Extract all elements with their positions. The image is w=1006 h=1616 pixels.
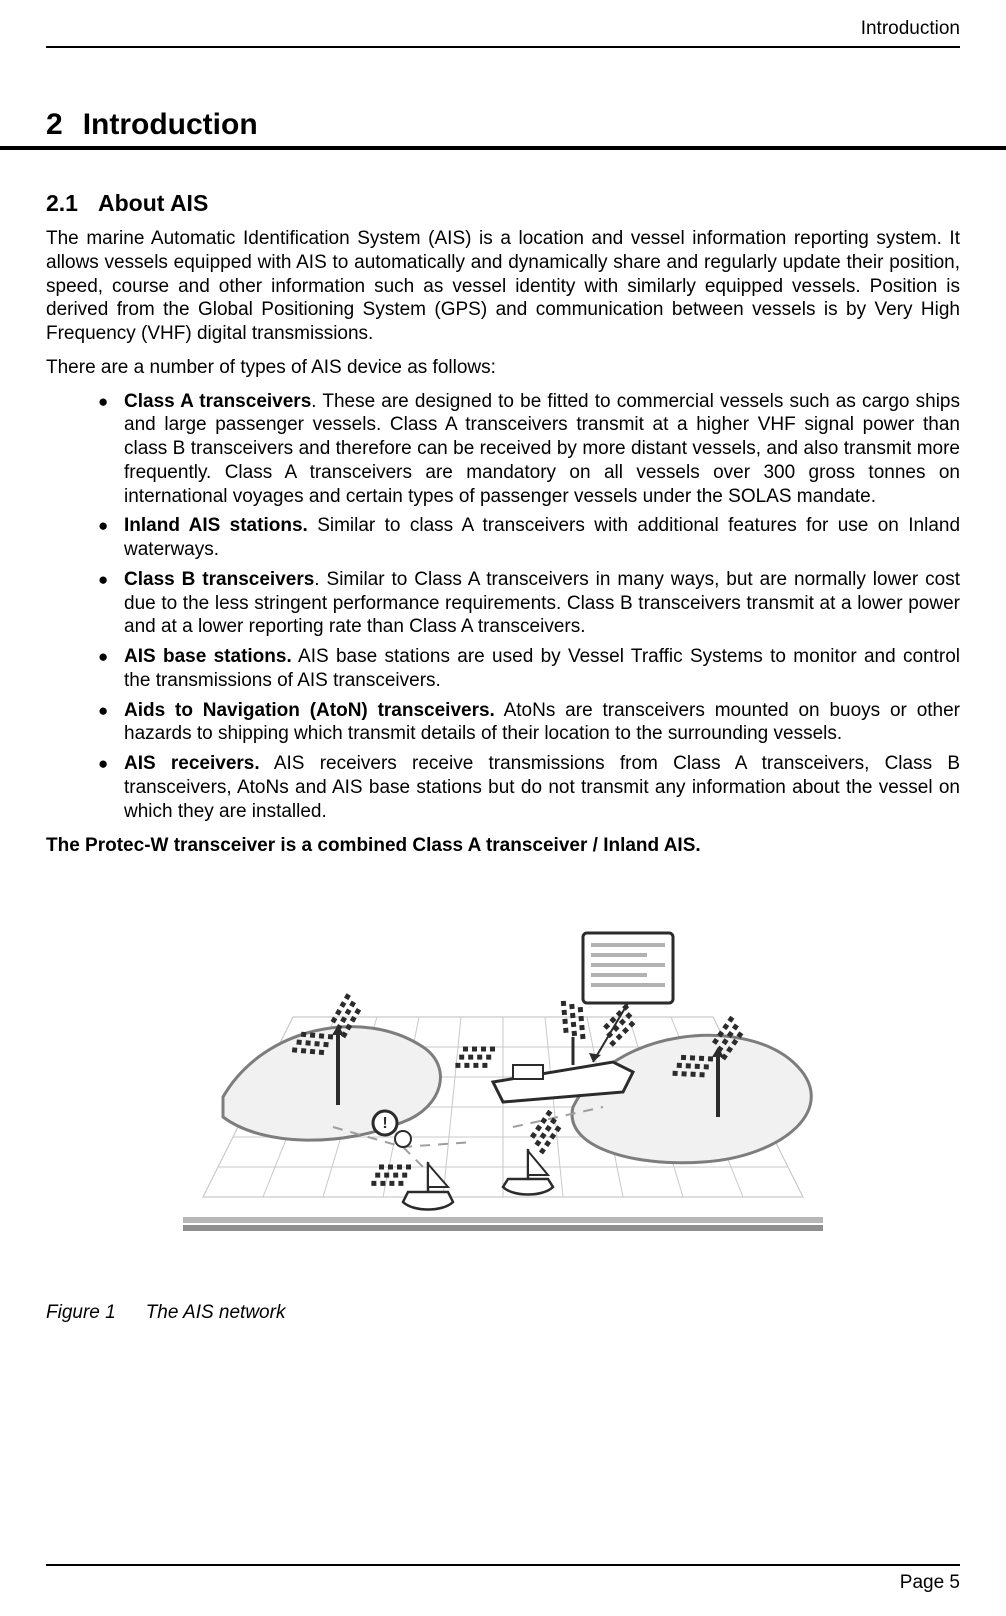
figure-caption: Figure 1 The AIS network [46, 1302, 960, 1324]
list-item: AIS receivers. AIS receivers receive tra… [124, 752, 960, 823]
list-item-bold: Inland AIS stations. [124, 515, 308, 536]
list-item-sep: . [311, 391, 322, 412]
list-item-bold: AIS receivers. [124, 753, 260, 774]
figure-container: ! [46, 887, 960, 1252]
list-item: Class A transceivers. These are designed… [124, 390, 960, 509]
figure-text: The AIS network [146, 1302, 286, 1324]
heading-2: 2.1 About AIS [46, 190, 960, 217]
page-footer: Page 5 [46, 1564, 960, 1594]
svg-text:!: ! [382, 1115, 387, 1132]
figure-label: Figure 1 [46, 1302, 116, 1324]
running-head: Introduction [46, 18, 960, 48]
list-item: Class B transceivers. Similar to Class A… [124, 568, 960, 639]
list-item-sep: . [314, 569, 326, 590]
h2-number: 2.1 [46, 190, 78, 217]
heading-1: 2 Introduction [0, 108, 1006, 150]
list-item-bold: Aids to Navigation (AtoN) transceivers. [124, 700, 495, 721]
list-item: AIS base stations. AIS base stations are… [124, 645, 960, 693]
document-page: Introduction 2 Introduction 2.1 About AI… [0, 0, 1006, 1616]
paragraph: The marine Automatic Identification Syst… [46, 227, 960, 346]
h2-title: About AIS [98, 190, 208, 217]
list-item: Aids to Navigation (AtoN) transceivers. … [124, 699, 960, 747]
list-item-sep [308, 515, 317, 536]
list-item-sep [495, 700, 504, 721]
summary-line: The Protec-W transceiver is a combined C… [46, 835, 960, 857]
h1-title: Introduction [83, 108, 258, 142]
list-item-bold: Class A transceivers [124, 391, 311, 412]
ais-network-figure: ! [143, 887, 863, 1247]
list-item: Inland AIS stations. Similar to class A … [124, 514, 960, 562]
bullet-list: Class A transceivers. These are designed… [46, 390, 960, 824]
list-item-sep [260, 753, 274, 774]
h1-number: 2 [46, 108, 63, 142]
list-item-bold: Class B transceivers [124, 569, 314, 590]
list-item-bold: AIS base stations. [124, 646, 292, 667]
paragraph: There are a number of types of AIS devic… [46, 356, 960, 380]
